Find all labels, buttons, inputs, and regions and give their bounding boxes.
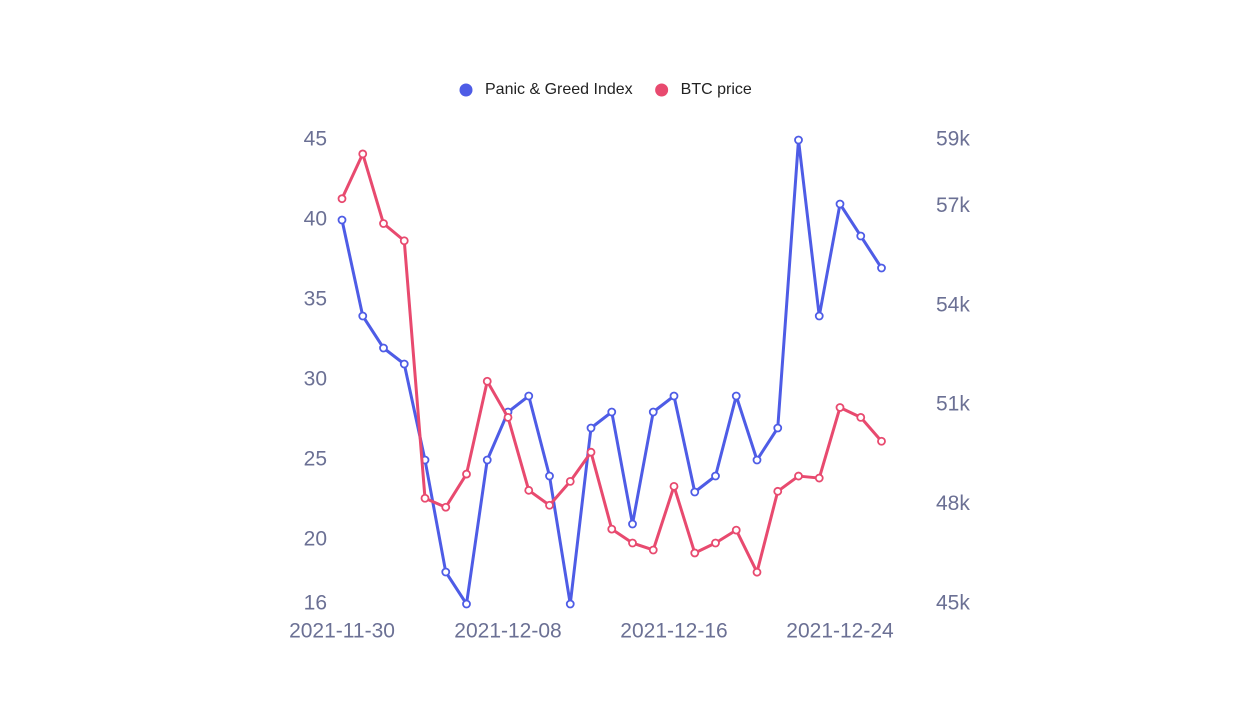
y2-tick-label: 48k [936,492,970,515]
x-tick-label: 2021-11-30 [289,620,395,643]
data-point [607,407,617,417]
data-point [628,519,637,529]
data-point [565,599,575,609]
data-point [711,538,720,548]
data-point [648,407,658,417]
data-point [524,485,534,495]
y2-tick-label: 59k [936,128,970,151]
data-point [565,476,575,486]
x-tick-label: 2021-12-08 [454,620,561,643]
data-point [731,525,741,535]
y2-tick-label: 57k [936,194,970,217]
y-tick-label: 25 [304,448,327,471]
data-point [669,481,679,491]
data-point [794,471,803,481]
data-point [441,502,451,512]
y-tick-label: 35 [304,288,327,311]
data-point [337,194,347,204]
data-point [814,473,824,483]
data-point [648,545,658,555]
series-line [340,152,883,574]
data-point [835,403,845,412]
data-point [794,135,803,145]
data-point [814,311,824,321]
data-point [690,487,700,497]
data-point [835,199,845,209]
data-point [545,471,554,481]
data-point [690,548,700,558]
legend-label: BTC price [681,81,752,98]
data-point [379,219,388,228]
data-point [420,493,430,503]
y-tick-label: 40 [304,208,327,231]
data-point [628,538,637,548]
data-point [586,423,596,433]
y2-tick-label: 45k [936,592,970,615]
data-point [441,567,451,577]
data-point [773,423,783,433]
x-tick-label: 2021-12-24 [786,620,894,643]
data-point [856,413,866,422]
data-point [586,447,596,457]
data-point [669,391,679,401]
data-point [358,149,368,159]
data-point [399,236,409,246]
data-point [482,376,492,386]
data-point [482,455,492,465]
data-point [337,215,347,225]
data-point [752,455,762,465]
data-point [462,469,471,479]
y2-tick-label: 54k [936,293,970,316]
y-tick-label: 16 [304,592,327,615]
data-point [524,391,534,401]
y-tick-label: 20 [304,528,327,551]
x-tick-label: 2021-12-16 [620,620,727,643]
data-point [462,599,471,609]
data-point [503,413,513,422]
legend-marker [655,83,669,97]
series-line [340,138,883,606]
data-point [877,263,886,273]
y-tick-label: 30 [304,368,327,391]
data-point [358,311,368,321]
data-point [379,343,388,353]
data-point [711,471,720,481]
y2-tick-label: 51k [936,393,970,416]
data-point [856,231,866,241]
data-point [399,359,409,369]
data-point [752,567,762,577]
data-point [773,486,783,496]
data-point [607,524,617,534]
data-point [545,500,554,510]
legend-marker [459,83,473,97]
y-tick-label: 45 [304,128,327,151]
legend-label: Panic & Greed Index [485,81,633,98]
data-point [731,391,741,401]
data-point [877,436,886,446]
